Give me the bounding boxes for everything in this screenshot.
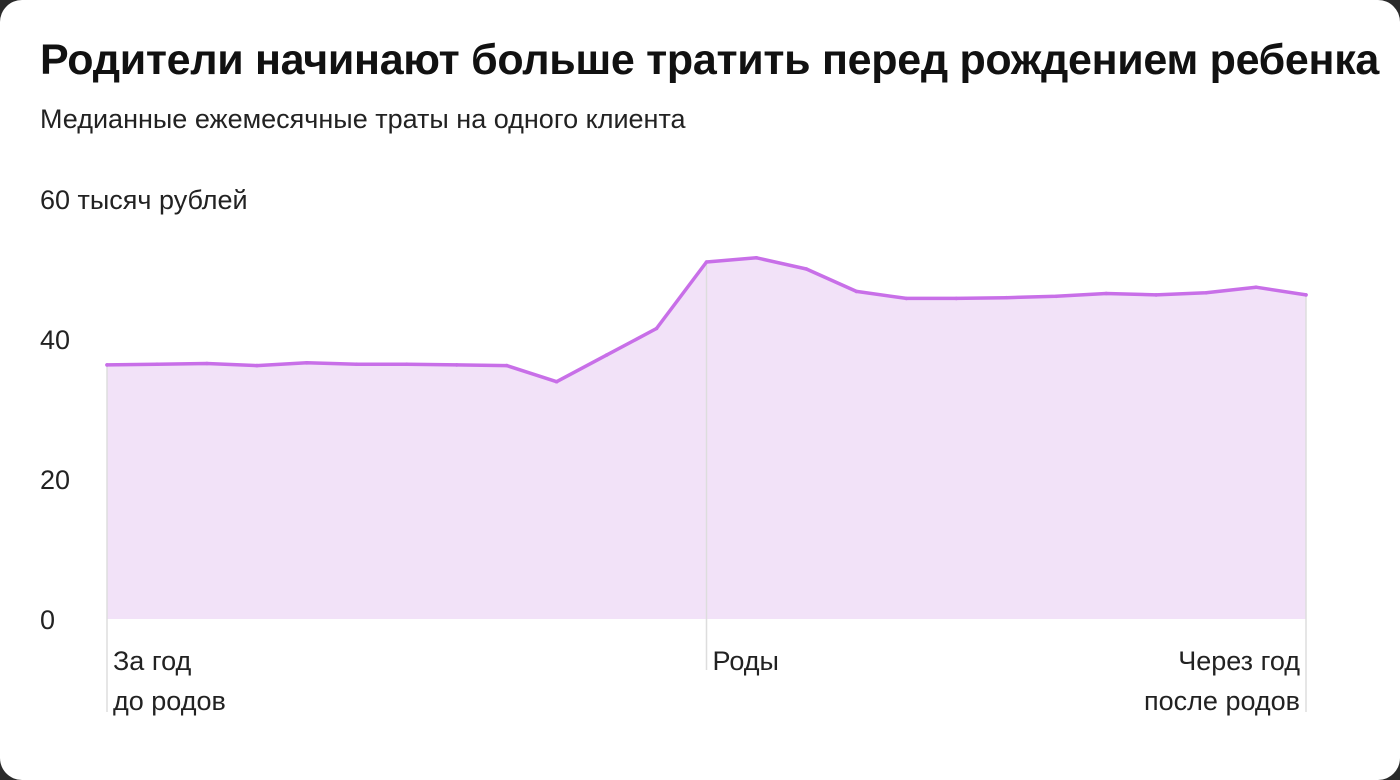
chart-title: Родители начинают больше тратить перед р… xyxy=(40,36,1380,84)
x-marker-label-0-0: За год xyxy=(113,646,192,676)
data-point-16 xyxy=(904,296,909,301)
data-point-3 xyxy=(255,363,259,368)
y-tick-label-3: 60 тысяч рублей xyxy=(40,185,248,215)
data-point-1 xyxy=(155,362,159,367)
x-marker-label-2-0: Через год xyxy=(1178,646,1300,676)
data-point-19 xyxy=(1054,294,1058,299)
data-point-10 xyxy=(604,353,609,357)
data-point-11 xyxy=(654,326,659,331)
x-marker-label-1-0: Роды xyxy=(713,646,779,676)
chart-subtitle: Медианные ежемесячные траты на одного кл… xyxy=(40,104,686,134)
y-tick-label-2: 40 xyxy=(40,325,70,355)
data-point-15 xyxy=(854,289,859,294)
data-point-24 xyxy=(1304,293,1308,297)
data-point-5 xyxy=(355,362,359,367)
x-marker-label-0-1: до родов xyxy=(113,686,226,716)
data-point-6 xyxy=(405,362,409,367)
x-marker-label-2-1: после родов xyxy=(1144,686,1300,716)
data-point-4 xyxy=(305,361,309,365)
data-point-21 xyxy=(1154,293,1158,297)
y-tick-label-0: 0 xyxy=(40,605,55,635)
data-point-12 xyxy=(704,260,709,264)
data-point-7 xyxy=(454,363,459,367)
data-point-8 xyxy=(504,363,509,368)
data-point-9 xyxy=(554,379,559,384)
y-tick-label-1: 20 xyxy=(40,465,70,495)
data-point-20 xyxy=(1104,291,1108,296)
data-point-2 xyxy=(205,361,209,366)
data-point-0 xyxy=(105,363,109,367)
data-point-23 xyxy=(1254,285,1258,290)
data-point-18 xyxy=(1004,295,1009,300)
data-point-13 xyxy=(754,255,759,260)
data-point-17 xyxy=(954,296,959,301)
data-point-22 xyxy=(1204,291,1208,295)
data-point-14 xyxy=(804,267,809,271)
